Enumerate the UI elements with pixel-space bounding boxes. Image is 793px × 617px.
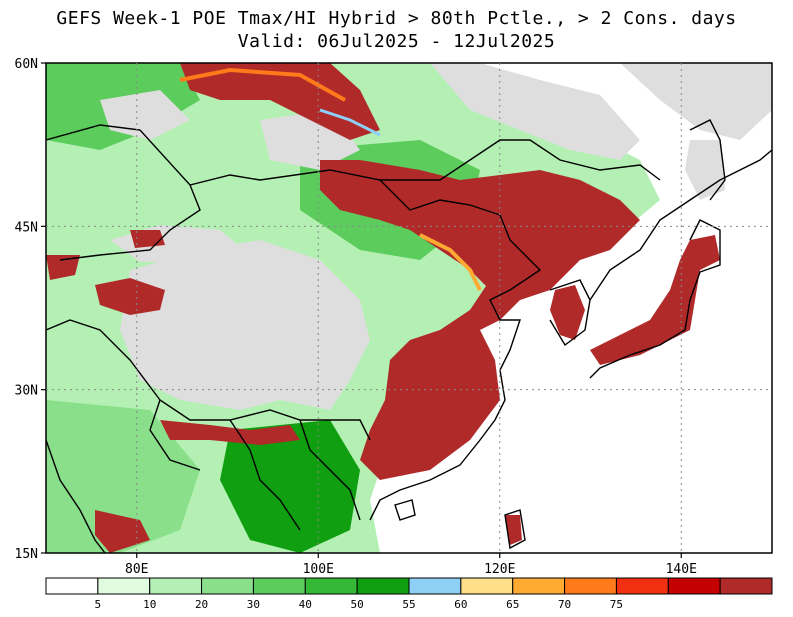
colorbar-swatch [460, 577, 514, 595]
map-axes: 60N 45N 30N 15N 80E 100E 120E 140E [15, 57, 697, 577]
colorbar-label: 60 [454, 598, 467, 611]
colorbar-label: 50 [351, 598, 364, 611]
lat-tick-label: 45N [15, 220, 38, 235]
orange-edge-north [179, 67, 346, 102]
red-region-taiwan [505, 515, 522, 545]
colorbar-swatch [252, 577, 306, 595]
red-region-korea [550, 285, 585, 340]
colorbar-label: 70 [558, 598, 571, 611]
colorbar-label: 55 [402, 598, 415, 611]
map-fill-layer [46, 63, 772, 553]
borders [46, 124, 661, 531]
gray-no-data-kamchatka [685, 140, 725, 200]
colorbar-label: 5 [95, 598, 102, 611]
red-region-west [95, 278, 165, 315]
colorbar-swatch [149, 577, 203, 595]
blue-edge-siberia [319, 108, 381, 137]
red-region-himalaya [160, 420, 300, 445]
colorbar-swatch [667, 577, 721, 595]
chart-title: GEFS Week-1 POE Tmax/HI Hybrid > 80th Pc… [56, 8, 737, 29]
colorbar: 5 10 20 30 40 50 55 60 65 70 75 [45, 577, 773, 611]
colorbar-swatch [615, 577, 669, 595]
lon-tick-label: 140E [666, 562, 697, 577]
gray-no-data-northeast [430, 63, 640, 160]
colorbar-label: 20 [195, 598, 208, 611]
coastlines [46, 119, 772, 553]
colorbar-swatch [564, 577, 617, 595]
red-region-japan [590, 235, 720, 365]
colorbar-swatch [201, 577, 254, 595]
red-region-kazakh [46, 255, 80, 280]
colorbar-label: 65 [506, 598, 519, 611]
lon-tick-label: 120E [484, 562, 515, 577]
red-region-siberia-north [180, 63, 380, 140]
lat-tick-label: 30N [15, 384, 38, 399]
green-high-south [220, 420, 360, 553]
colorbar-label: 10 [143, 598, 156, 611]
colorbar-swatch [512, 577, 566, 595]
chart-subtitle: Valid: 06Jul2025 - 12Jul2025 [237, 31, 556, 52]
colorbar-swatch [356, 577, 410, 595]
colorbar-swatch [304, 577, 358, 595]
colorbar-label: 30 [247, 598, 260, 611]
lon-tick-label: 80E [125, 562, 148, 577]
orange-edge-manchuria [419, 233, 482, 291]
colorbar-swatch [97, 577, 151, 595]
colorbar-swatch [719, 577, 773, 595]
colorbar-label: 40 [299, 598, 312, 611]
colorbar-swatch [45, 577, 99, 595]
map-frame [45, 62, 773, 554]
red-region-mongolia-manchuria [320, 160, 640, 300]
lat-tick-label: 60N [15, 57, 38, 72]
red-region-east-china [360, 250, 540, 480]
gridlines [46, 63, 772, 553]
lon-tick-label: 100E [303, 562, 334, 577]
gray-no-data-tibet [120, 240, 370, 410]
gray-no-data-arctic [620, 63, 772, 140]
red-region-kazakh-east [130, 230, 165, 248]
green-mid-india [46, 400, 200, 553]
colorbar-swatch [408, 577, 462, 595]
lat-tick-label: 15N [15, 547, 38, 562]
colorbar-label: 75 [610, 598, 623, 611]
